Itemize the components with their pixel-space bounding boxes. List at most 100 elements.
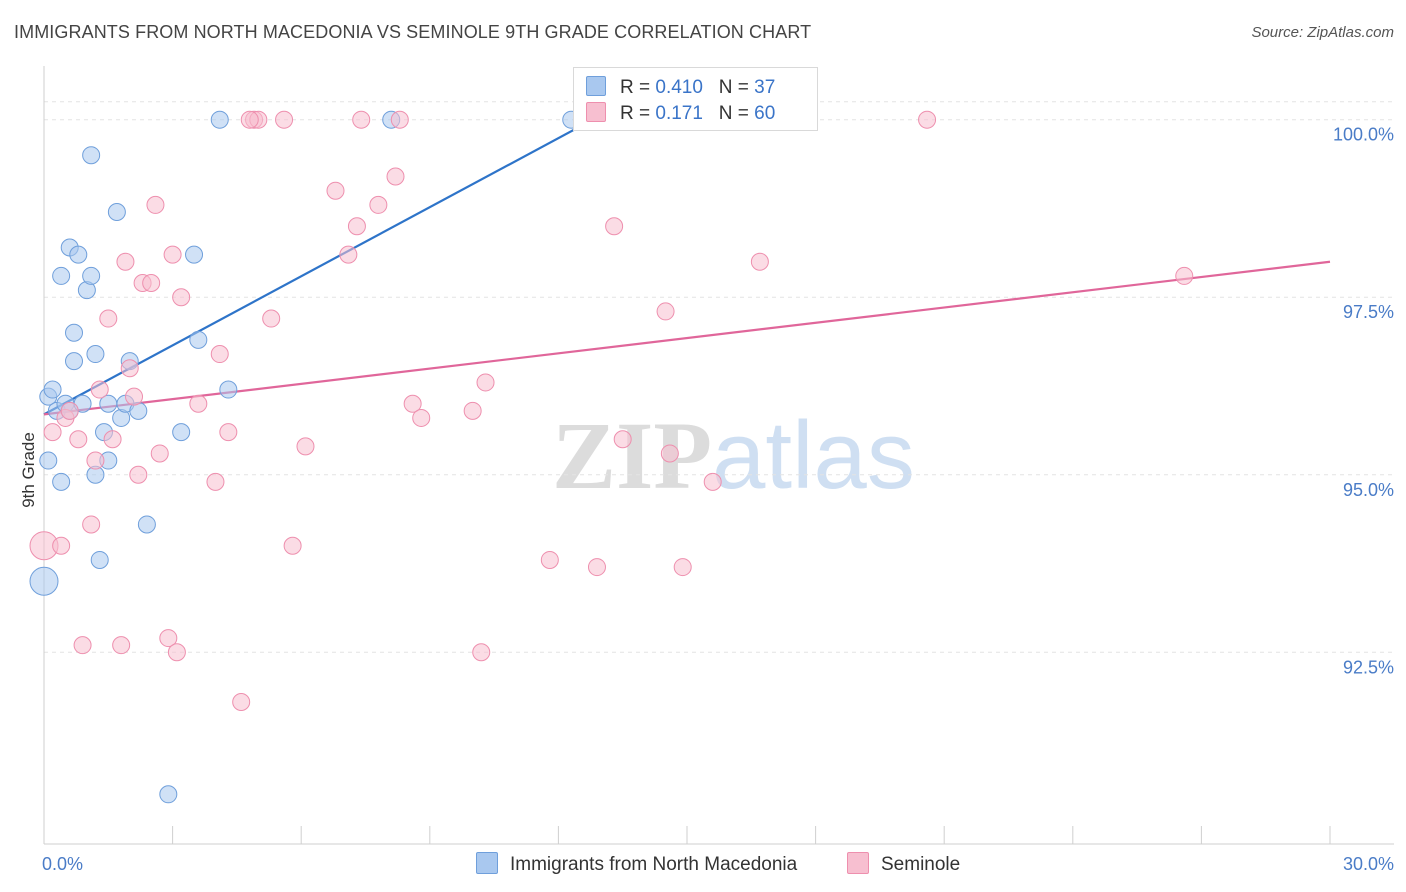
point-seminole: [262, 309, 281, 328]
point-seminole: [120, 359, 139, 378]
point-seminole: [86, 451, 105, 470]
point-macedonia: [86, 345, 105, 364]
legend-n-label: N =: [718, 103, 749, 124]
point-seminole: [129, 465, 148, 484]
legend-r-label: R =: [620, 103, 651, 124]
point-seminole: [163, 245, 182, 264]
point-seminole: [73, 636, 92, 655]
point-seminole: [347, 217, 366, 236]
point-seminole: [43, 423, 62, 442]
legend-label-macedonia: Immigrants from North Macedonia: [510, 854, 798, 875]
y-tick-label: 92.5%: [1343, 657, 1394, 677]
legend-row-macedonia: R = 0.410 N = 37: [586, 76, 775, 100]
point-seminole: [99, 309, 118, 328]
point-seminole: [656, 302, 675, 321]
legend-swatch-seminole: [847, 852, 869, 874]
point-macedonia: [52, 472, 71, 491]
point-seminole: [52, 536, 71, 555]
point-macedonia: [107, 203, 126, 222]
chart-title: IMMIGRANTS FROM NORTH MACEDONIA VS SEMIN…: [14, 22, 812, 42]
point-macedonia: [172, 423, 191, 442]
point-seminole: [112, 636, 131, 655]
point-seminole: [918, 110, 937, 129]
legend-swatch-seminole: [586, 102, 606, 122]
tick-labels: 92.5% 95.0% 97.5% 100.0% 0.0% 30.0%: [42, 125, 1394, 874]
point-seminole: [210, 345, 229, 364]
point-macedonia: [65, 323, 84, 342]
gridlines: [44, 101, 1394, 653]
point-seminole: [412, 408, 431, 427]
point-seminole: [660, 444, 679, 463]
y-tick-label: 97.5%: [1343, 302, 1394, 322]
point-macedonia: [52, 266, 71, 285]
point-seminole: [69, 430, 88, 449]
legend-item-seminole: Seminole: [847, 852, 960, 876]
point-macedonia: [137, 515, 156, 534]
trend-line-seminole: [43, 260, 1331, 416]
point-seminole: [283, 536, 302, 555]
point-seminole: [540, 550, 559, 569]
point-macedonia: [65, 352, 84, 371]
trend-lines: [43, 118, 1331, 416]
point-seminole: [159, 629, 178, 648]
point-seminole: [172, 288, 191, 307]
point-seminole: [339, 245, 358, 264]
y-tick-label: 100.0%: [1333, 125, 1394, 145]
watermark-zip: ZIP: [552, 402, 713, 509]
axes: [43, 66, 1394, 845]
source-label: Source: ZipAtlas.com: [1251, 24, 1394, 41]
point-macedonia: [185, 245, 204, 264]
point-macedonia: [39, 451, 58, 470]
point-seminole: [369, 195, 388, 214]
point-macedonia: [90, 550, 109, 569]
point-seminole: [142, 274, 161, 293]
legend-label-seminole: Seminole: [881, 854, 961, 875]
point-seminole: [605, 217, 624, 236]
point-macedonia: [82, 266, 101, 285]
watermark-atlas: atlas: [712, 402, 915, 509]
point-seminole: [613, 430, 632, 449]
point-seminole: [403, 394, 422, 413]
legend-r-value: 0.171: [655, 103, 703, 124]
point-seminole: [390, 110, 409, 129]
point-seminole: [125, 387, 144, 406]
point-seminole: [232, 692, 251, 711]
legend-r-value: 0.410: [655, 77, 703, 98]
x-tick-label: 30.0%: [1343, 854, 1394, 874]
point-macedonia: [219, 380, 238, 399]
point-seminole: [167, 643, 186, 662]
point-seminole: [189, 394, 208, 413]
point-seminole: [219, 423, 238, 442]
point-seminole: [296, 437, 315, 456]
point-seminole: [326, 181, 345, 200]
legend-n-label: N =: [718, 77, 749, 98]
watermark: ZIPatlas: [552, 400, 915, 511]
point-seminole: [150, 444, 169, 463]
point-macedonia: [189, 330, 208, 349]
point-seminole: [275, 110, 294, 129]
point-seminole: [82, 515, 101, 534]
point-macedonia: [43, 380, 62, 399]
x-tick-label: 0.0%: [42, 854, 83, 874]
point-macedonia: [210, 110, 229, 129]
point-seminole: [116, 252, 135, 271]
y-tick-label: 95.0%: [1343, 480, 1394, 500]
correlation-legend: R = 0.410 N = 37 R = 0.171 N = 60: [573, 67, 818, 131]
point-macedonia: [159, 785, 178, 804]
point-seminole: [476, 373, 495, 392]
legend-swatch-macedonia: [476, 852, 498, 874]
legend-r-label: R =: [620, 77, 651, 98]
legend-swatch-macedonia: [586, 76, 606, 96]
point-macedonia: [82, 146, 101, 165]
point-seminole: [90, 380, 109, 399]
point-seminole: [103, 430, 122, 449]
point-seminole: [750, 252, 769, 271]
point-seminole: [703, 472, 722, 491]
point-seminole: [463, 401, 482, 420]
point-seminole: [352, 110, 371, 129]
y-axis-label: 9th Grade: [19, 432, 38, 508]
legend-n-value: 60: [754, 103, 776, 124]
point-seminole: [240, 110, 259, 129]
point-seminole: [206, 472, 225, 491]
